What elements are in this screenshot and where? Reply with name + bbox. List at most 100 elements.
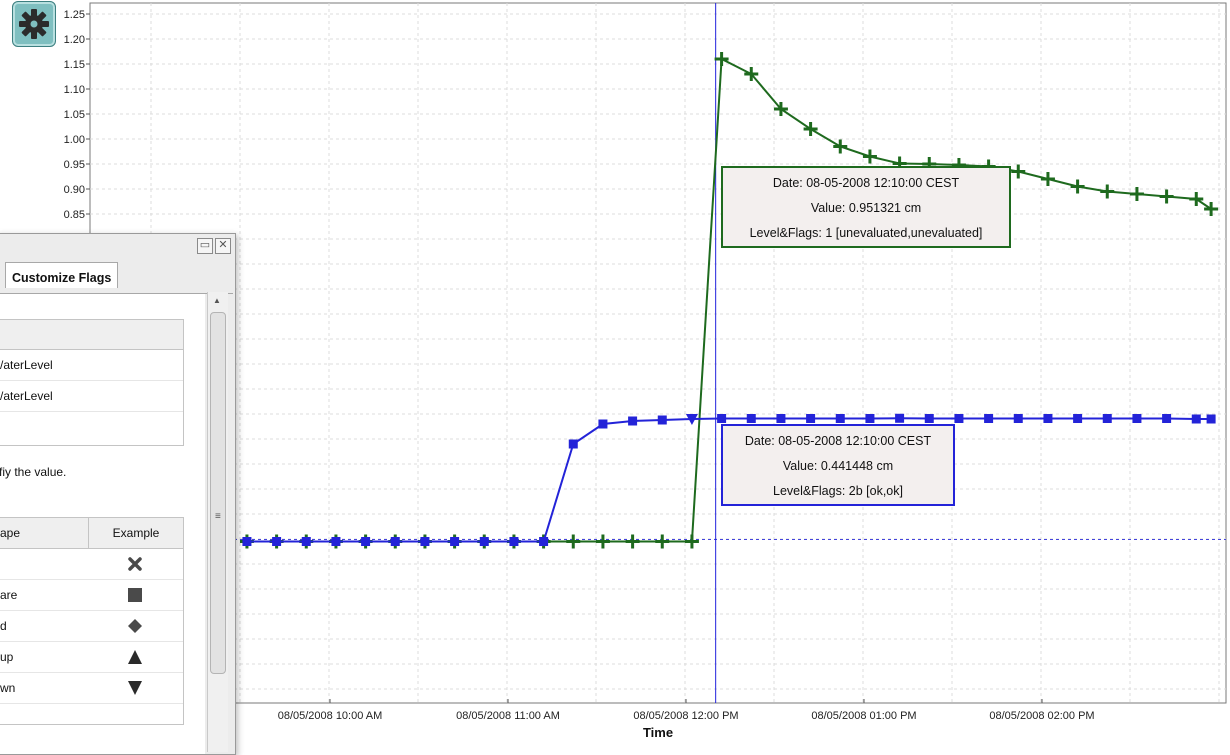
data-point-plus[interactable] <box>1189 192 1204 206</box>
data-point-square[interactable] <box>272 537 282 546</box>
tooltip-flags: Level&Flags: 1 [unevaluated,unevaluated] <box>749 226 983 240</box>
tab-bar: Customize Flags <box>0 259 233 294</box>
data-point-square[interactable] <box>331 537 341 546</box>
flag-row[interactable]: up <box>0 642 183 673</box>
triangle-down-icon <box>88 673 182 703</box>
data-point-square[interactable] <box>628 416 638 426</box>
data-point-plus[interactable] <box>1129 187 1144 201</box>
data-point-plus[interactable] <box>1204 202 1219 216</box>
data-point-square[interactable] <box>1191 414 1201 424</box>
series-table: /aterLevel /aterLevel <box>0 319 184 446</box>
gear-icon <box>19 9 49 39</box>
data-point-square[interactable] <box>479 537 489 546</box>
data-point-plus[interactable] <box>595 534 610 549</box>
x-axis-ticks: 08/05/2008 10:00 AM 08/05/2008 11:00 AM 08… <box>278 699 1095 722</box>
column-shape: ape <box>0 526 21 540</box>
data-point-square[interactable] <box>450 537 460 546</box>
data-point-plus[interactable] <box>803 122 818 136</box>
data-point-square[interactable] <box>835 414 845 423</box>
data-point-square[interactable] <box>717 414 727 423</box>
data-point-square[interactable] <box>1073 414 1083 423</box>
scrollbar[interactable]: ▲ ≡ <box>207 292 228 752</box>
close-button[interactable]: ✕ <box>215 238 231 254</box>
data-point-square[interactable] <box>776 414 786 423</box>
data-point-plus[interactable] <box>655 534 670 549</box>
tooltip-value: Value: 0.951321 cm <box>810 201 922 215</box>
panel-body: /aterLevel /aterLevel fiy the value. ape… <box>0 294 205 754</box>
data-point-square[interactable] <box>865 414 875 423</box>
data-point-triangle[interactable] <box>685 414 698 425</box>
data-point-plus[interactable] <box>833 139 848 154</box>
data-point-square[interactable] <box>806 414 816 423</box>
y-tick-label: 1.00 <box>64 134 85 146</box>
series-row[interactable]: /aterLevel <box>0 350 183 381</box>
data-point-square[interactable] <box>1102 414 1112 423</box>
y-tick-label: 1.15 <box>64 59 85 71</box>
data-point-square[interactable] <box>301 537 311 546</box>
data-point-square[interactable] <box>1013 414 1023 423</box>
data-point-square[interactable] <box>1043 414 1053 423</box>
settings-button[interactable] <box>12 1 56 47</box>
y-axis-ticks: 1.25 1.20 1.15 1.10 1.05 1.00 0.95 0.90 0.85 <box>64 9 90 221</box>
data-point-plus[interactable] <box>714 52 729 66</box>
data-point-square[interactable] <box>1162 414 1172 423</box>
data-point-square[interactable] <box>895 413 905 423</box>
flag-row[interactable]: are <box>0 580 183 611</box>
series-line-blue <box>246 417 1212 543</box>
x-mark-icon <box>88 549 182 579</box>
data-point-square[interactable] <box>598 419 608 429</box>
y-tick-label: 1.20 <box>64 34 85 46</box>
data-point-square[interactable] <box>924 414 934 423</box>
data-point-plus[interactable] <box>1011 164 1026 179</box>
maximize-button[interactable]: ▭ <box>197 238 213 254</box>
x-tick-label: 08/05/2008 02:00 PM <box>989 710 1094 722</box>
flag-row[interactable] <box>0 549 183 580</box>
column-example: Example <box>88 518 183 548</box>
hint-text: fiy the value. <box>0 465 67 479</box>
data-point-plus[interactable] <box>1100 184 1115 199</box>
scroll-thumb[interactable]: ≡ <box>210 312 226 674</box>
data-point-square[interactable] <box>954 414 964 423</box>
data-point-square[interactable] <box>242 537 252 546</box>
scroll-up-arrow-icon[interactable]: ▲ <box>213 296 221 305</box>
data-point-square[interactable] <box>420 537 430 546</box>
tooltip-blue-series: Date: 08-05-2008 12:10:00 CEST Value: 0.… <box>721 424 955 506</box>
data-point-square[interactable] <box>746 414 756 423</box>
flag-shape-label: d <box>0 619 7 633</box>
data-point-square[interactable] <box>390 537 400 546</box>
x-axis-title: Time <box>643 725 673 740</box>
data-point-square[interactable] <box>509 537 519 546</box>
data-point-plus[interactable] <box>625 534 640 549</box>
data-point-square[interactable] <box>539 537 549 546</box>
flag-shape-label: are <box>0 588 18 602</box>
data-point-square[interactable] <box>657 415 667 425</box>
data-point-plus[interactable] <box>1040 172 1055 186</box>
data-point-plus[interactable] <box>1070 179 1085 194</box>
x-tick-label: 08/05/2008 11:00 AM <box>456 710 560 722</box>
data-point-square[interactable] <box>984 414 994 423</box>
y-tick-label: 1.05 <box>64 109 85 121</box>
x-tick-label: 08/05/2008 12:00 PM <box>633 710 738 722</box>
data-point-square[interactable] <box>361 537 371 546</box>
data-point-plus[interactable] <box>773 102 788 116</box>
data-point-plus[interactable] <box>744 67 759 81</box>
flags-table: ape Example are d <box>0 517 184 725</box>
y-tick-label: 0.85 <box>64 209 85 221</box>
square-icon <box>88 580 182 610</box>
series-row[interactable]: /aterLevel <box>0 381 183 412</box>
data-point-square[interactable] <box>568 439 578 449</box>
data-point-plus[interactable] <box>1159 189 1174 204</box>
y-tick-label: 1.25 <box>64 9 85 21</box>
tooltip-value: Value: 0.441448 cm <box>782 459 894 473</box>
data-point-square[interactable] <box>1206 414 1216 424</box>
triangle-up-icon <box>88 642 182 672</box>
tooltip-date: Date: 08-05-2008 12:10:00 CEST <box>744 434 932 448</box>
tab-customize-flags[interactable]: Customize Flags <box>5 262 119 288</box>
data-point-plus[interactable] <box>684 534 699 549</box>
flag-row[interactable]: wn <box>0 673 183 704</box>
flag-row[interactable]: d <box>0 611 183 642</box>
data-point-plus[interactable] <box>862 149 877 164</box>
data-point-plus[interactable] <box>566 534 581 549</box>
data-point-square[interactable] <box>1132 414 1142 423</box>
